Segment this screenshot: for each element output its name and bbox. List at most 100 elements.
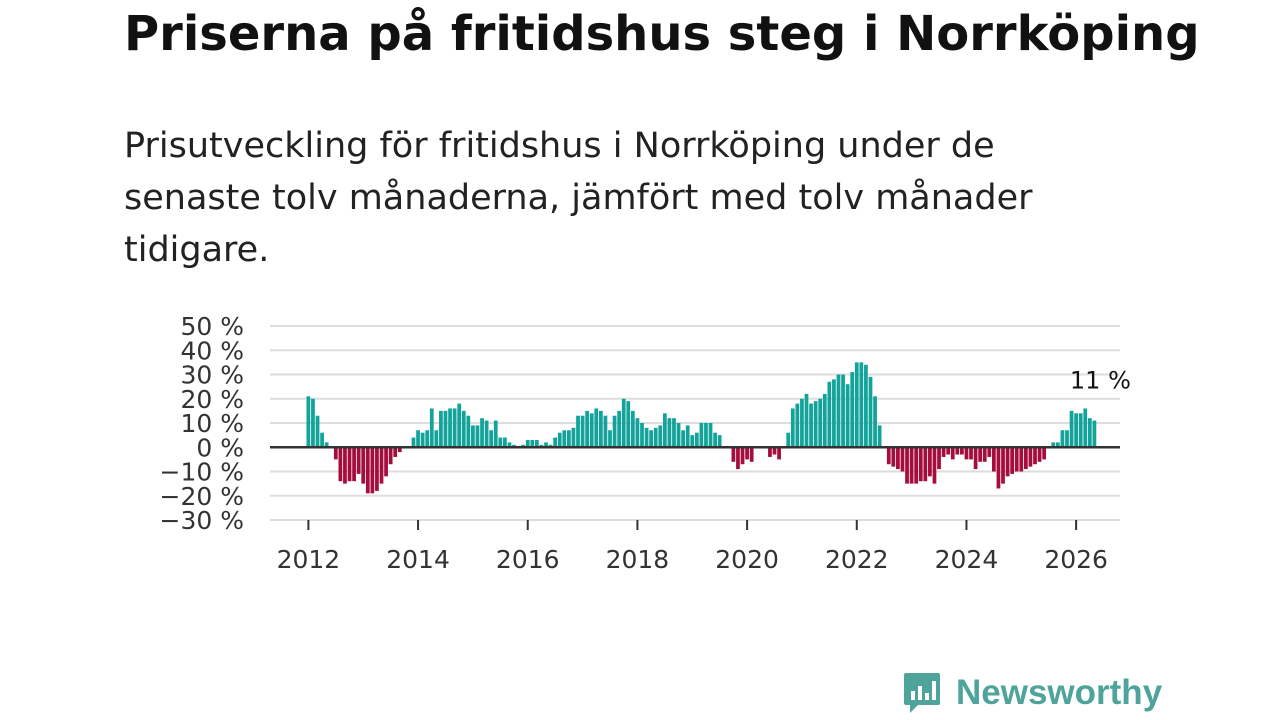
- bar: [854, 362, 859, 448]
- bar: [868, 376, 873, 448]
- bar: [434, 430, 439, 448]
- bar: [1060, 430, 1065, 448]
- bar: [850, 372, 855, 448]
- bar: [311, 398, 315, 448]
- bar: [1019, 447, 1024, 472]
- y-tick-label: 10 %: [180, 409, 244, 438]
- grid-lines: [270, 325, 1120, 521]
- bar: [777, 447, 781, 460]
- bar: [973, 447, 978, 470]
- y-tick-label: 50 %: [180, 312, 244, 341]
- bar: [1028, 447, 1033, 467]
- bar: [306, 396, 311, 448]
- bar: [713, 432, 717, 448]
- bar: [630, 410, 635, 448]
- bar: [745, 447, 749, 460]
- x-tick-label: 2014: [386, 545, 450, 574]
- bar: [886, 447, 891, 465]
- bar: [571, 427, 576, 448]
- bar: [800, 398, 804, 448]
- bar: [662, 413, 667, 448]
- x-tick-label: 2016: [496, 545, 560, 574]
- bar: [1033, 447, 1037, 465]
- bar: [498, 437, 503, 448]
- x-tick-label: 2022: [825, 545, 889, 574]
- bar: [343, 447, 347, 484]
- x-axis-ticks: 2012 2014 2016 2018 2020 2022 2024 2026: [277, 520, 1108, 574]
- bar: [365, 447, 370, 494]
- bar: [457, 403, 462, 448]
- bar: [416, 430, 420, 448]
- bar: [1069, 410, 1074, 448]
- bar: [562, 430, 567, 448]
- bar: [937, 447, 941, 470]
- bar: [685, 425, 690, 448]
- bar: [978, 447, 983, 462]
- bar: [612, 415, 617, 448]
- bar: [626, 401, 631, 448]
- bar: [909, 447, 914, 484]
- bar: [333, 447, 338, 460]
- x-tick-label: 2012: [277, 545, 341, 574]
- bar: [690, 435, 695, 448]
- bar: [535, 439, 539, 448]
- y-tick-label: 40 %: [180, 336, 244, 365]
- bar: [653, 427, 658, 448]
- bar: [507, 442, 512, 448]
- bar: [617, 410, 622, 448]
- bar: [594, 408, 599, 448]
- bar: [475, 425, 480, 448]
- bar: [393, 447, 398, 457]
- bar: [832, 379, 836, 448]
- bar: [370, 447, 375, 494]
- bar: [873, 396, 877, 448]
- bar: [667, 418, 672, 448]
- bar: [772, 447, 777, 455]
- bar: [731, 447, 736, 462]
- bar: [708, 423, 713, 448]
- bar: [530, 439, 535, 448]
- bar: [992, 447, 996, 472]
- bar: [736, 447, 740, 470]
- bar: [443, 410, 448, 448]
- bar: [603, 415, 608, 448]
- bar: [356, 447, 361, 474]
- bar: [768, 447, 772, 457]
- chart-subtitle: Prisutveckling för fritidshus i Norrköpi…: [124, 126, 1033, 270]
- bars: [306, 362, 1097, 494]
- bar: [452, 408, 457, 448]
- bar: [635, 418, 640, 448]
- bar: [996, 447, 1001, 489]
- x-tick-label: 2018: [606, 545, 670, 574]
- bar: [1010, 447, 1015, 474]
- bar: [1005, 447, 1010, 477]
- newsworthy-logo-icon: [904, 673, 940, 713]
- bar: [982, 447, 987, 462]
- bar: [1092, 420, 1097, 448]
- bar: [461, 410, 466, 448]
- bar: [439, 410, 443, 448]
- bar: [818, 398, 823, 448]
- bar: [809, 403, 813, 448]
- bar: [717, 435, 722, 448]
- bar: [425, 430, 430, 448]
- bar: [1042, 447, 1047, 460]
- bar: [644, 427, 649, 448]
- bar: [1014, 447, 1019, 472]
- y-tick-label: 20 %: [180, 385, 244, 414]
- bar: [804, 393, 809, 448]
- y-tick-label: −10 %: [160, 458, 244, 487]
- bar: [928, 447, 932, 477]
- bar: [1023, 447, 1028, 470]
- bar: [864, 364, 868, 448]
- y-tick-label: 30 %: [180, 361, 244, 390]
- bar: [489, 430, 494, 448]
- bar: [1087, 418, 1092, 448]
- bar: [580, 415, 585, 448]
- bar: [320, 432, 324, 448]
- bar: [941, 447, 946, 457]
- bar: [932, 447, 937, 484]
- bar: [946, 447, 951, 455]
- annotations: 11 %: [1070, 367, 1131, 395]
- bar: [544, 442, 548, 448]
